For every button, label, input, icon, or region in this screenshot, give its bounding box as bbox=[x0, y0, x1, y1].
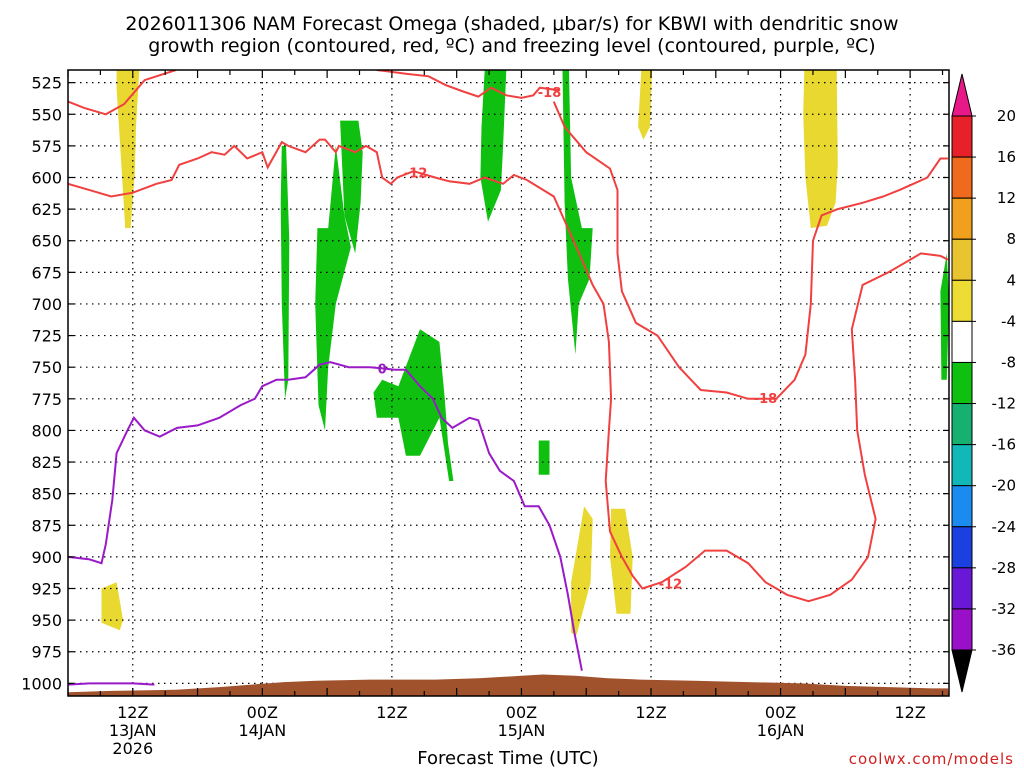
credit-text: coolwx.com/models bbox=[849, 750, 1014, 768]
y-tick-label-900: 900 bbox=[31, 548, 62, 567]
omega-shaded-region-11 bbox=[562, 70, 593, 355]
x-tick-label-5: 00Z bbox=[765, 703, 796, 722]
y-tick-label-625: 625 bbox=[31, 200, 62, 219]
dgz-contour-line-2 bbox=[68, 138, 949, 603]
chart-title-line1: 2026011306 NAM Forecast Omega (shaded, μ… bbox=[125, 13, 898, 35]
colorbar-bin-4 bbox=[951, 279, 973, 322]
x-axis-label: Forecast Time (UTC) bbox=[417, 748, 598, 768]
y-tick-label-850: 850 bbox=[31, 485, 62, 504]
y-tick-label-1000: 1000 bbox=[21, 674, 62, 693]
y-tick-label-600: 600 bbox=[31, 168, 62, 187]
colorbar-top-arrow bbox=[951, 73, 973, 117]
y-tick-label-975: 975 bbox=[31, 643, 62, 662]
y-tick-label-575: 575 bbox=[31, 137, 62, 156]
colorbar-bottom-arrow bbox=[951, 649, 973, 693]
dgz-label-upper: -18 bbox=[538, 86, 562, 101]
colorbar-label-13: -36 bbox=[992, 641, 1017, 659]
omega-shaded-region-7 bbox=[340, 120, 363, 254]
plot-area: -18 -12 -18 -12 0 bbox=[68, 70, 949, 696]
colorbar-label-12: -32 bbox=[992, 600, 1017, 618]
omega-shaded-region-0 bbox=[116, 70, 140, 229]
colorbar-bin-7 bbox=[951, 403, 973, 446]
colorbar-bin-12 bbox=[951, 608, 973, 651]
omega-shaded-region-5 bbox=[610, 508, 633, 614]
colorbar-label-5: -4 bbox=[1001, 312, 1016, 330]
y-tick-label-775: 775 bbox=[31, 390, 62, 409]
omega-shaded-region-13 bbox=[940, 253, 949, 380]
y-tick-label-550: 550 bbox=[31, 105, 62, 124]
plot-frame bbox=[67, 69, 950, 697]
axes: 525 550 575 600 625 650 675 700 725 750 775 800 825 8… bbox=[21, 69, 950, 758]
colorbar-label-1: 16 bbox=[997, 148, 1016, 166]
colorbar-bin-6 bbox=[951, 361, 973, 405]
y-tick-label-525: 525 bbox=[31, 74, 62, 93]
colorbar-label-7: -12 bbox=[992, 395, 1017, 413]
x-tick-label-6: 12Z bbox=[894, 703, 925, 722]
colorbar-bin-3 bbox=[951, 238, 973, 281]
dgz-label-lower: -18 bbox=[754, 392, 778, 407]
x-tick-label-3: 00Z bbox=[506, 703, 537, 722]
x-tick-date-1: 14JAN bbox=[238, 721, 286, 740]
colorbar-label-11: -28 bbox=[992, 559, 1017, 577]
x-tick-label-0: 12Z bbox=[117, 703, 148, 722]
colorbar-label-2: 12 bbox=[997, 189, 1016, 207]
omega-shaded-region-8 bbox=[315, 145, 351, 431]
omega-shaded-region-3 bbox=[803, 70, 838, 229]
omega-shaded-region-4 bbox=[571, 506, 593, 636]
dgz-label-mid: -12 bbox=[404, 167, 428, 182]
colorbar-label-4: 4 bbox=[1006, 271, 1016, 289]
x-tick-year-0: 2026 bbox=[112, 739, 153, 758]
x-tick-date-3: 15JAN bbox=[498, 721, 546, 740]
y-tick-label-675: 675 bbox=[31, 263, 62, 282]
colorbar-bin-1 bbox=[951, 156, 973, 199]
plot-background bbox=[68, 70, 949, 696]
colorbar-bin-9 bbox=[951, 485, 973, 528]
y-tick-label-925: 925 bbox=[31, 580, 62, 599]
dgz-contour-line-4 bbox=[552, 101, 948, 400]
colorbar-label-0: 20 bbox=[997, 107, 1016, 125]
colorbar-label-3: 8 bbox=[1006, 230, 1016, 248]
y-tick-label-725: 725 bbox=[31, 327, 62, 346]
x-tick-label-4: 12Z bbox=[635, 703, 666, 722]
omega-shaded-region-2 bbox=[638, 70, 653, 140]
y-tick-label-800: 800 bbox=[31, 421, 62, 440]
x-tick-label-2: 12Z bbox=[376, 703, 407, 722]
colorbar-label-9: -20 bbox=[992, 477, 1017, 495]
dgz-label-bottom: -12 bbox=[659, 578, 683, 593]
freezing-level-label: 0 bbox=[378, 363, 387, 378]
colorbar-bin-8 bbox=[951, 444, 973, 487]
chart-title-line2: growth region (contoured, red, ºC) and f… bbox=[148, 35, 875, 57]
y-tick-label-825: 825 bbox=[31, 453, 62, 472]
x-tick-date-0: 13JAN bbox=[109, 721, 157, 740]
y-tick-label-875: 875 bbox=[31, 516, 62, 535]
omega-shaded-region-10 bbox=[480, 70, 507, 222]
colorbar-bin-5 bbox=[951, 320, 973, 363]
colorbar-bin-11 bbox=[951, 567, 973, 610]
terrain-fill bbox=[68, 674, 949, 696]
dgz-contour-line-1 bbox=[376, 70, 560, 99]
dgz-contour-line-0 bbox=[68, 70, 177, 116]
y-tick-label-700: 700 bbox=[31, 295, 62, 314]
colorbar-bin-2 bbox=[951, 197, 973, 240]
omega-shaded-region-1 bbox=[101, 582, 124, 631]
y-tick-label-950: 950 bbox=[31, 611, 62, 630]
x-tick-label-1: 00Z bbox=[247, 703, 278, 722]
colorbar-label-6: -8 bbox=[1001, 353, 1016, 371]
y-tick-label-650: 650 bbox=[31, 232, 62, 251]
omega-shaded-region-12 bbox=[538, 440, 550, 475]
y-tick-label-750: 750 bbox=[31, 358, 62, 377]
colorbar: 20 16 12 8 4 -4 -8 -12 -16 -20 -24 -28 -32 -36 bbox=[951, 73, 1017, 693]
freezing-level-line-surface bbox=[68, 682, 155, 686]
colorbar-label-10: -24 bbox=[992, 518, 1017, 536]
freezing-level-line bbox=[68, 361, 583, 671]
x-tick-date-5: 16JAN bbox=[757, 721, 805, 740]
colorbar-bin-10 bbox=[951, 526, 973, 569]
omega-shaded-region-9 bbox=[373, 329, 454, 481]
colorbar-bin-0 bbox=[951, 115, 973, 158]
plot-content: -18 -12 -18 -12 0 bbox=[68, 70, 949, 696]
colorbar-label-8: -16 bbox=[992, 436, 1017, 454]
